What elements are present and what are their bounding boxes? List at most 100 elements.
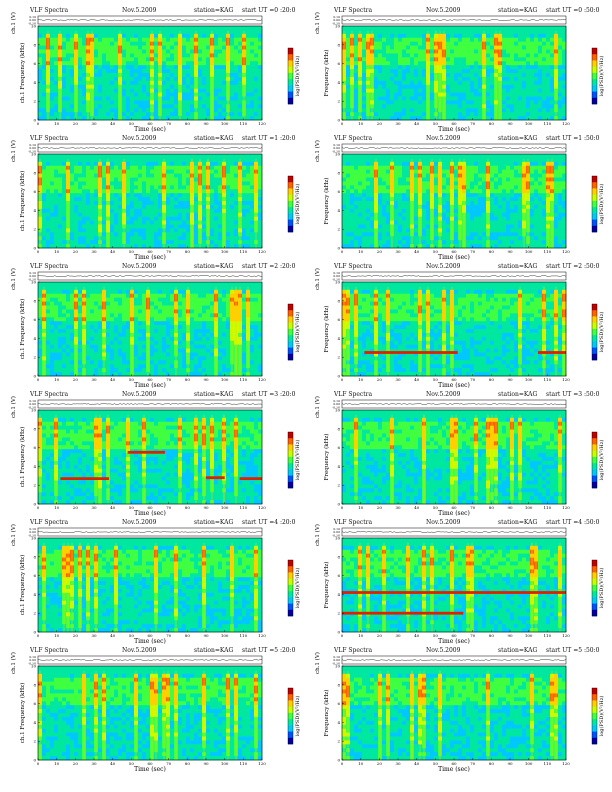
x-tick-label: 30 xyxy=(395,249,401,254)
colorbar-segment xyxy=(592,566,597,573)
spectrogram-panel: VLF Spectra Nov.5.2009 station=KAG start UT… xyxy=(314,6,612,136)
x-tick-label: 60 xyxy=(147,633,153,638)
y-tick-label: 4 xyxy=(337,80,340,85)
y-tick-label: 10 xyxy=(31,24,37,29)
y-tick-label: 8 xyxy=(337,426,340,431)
narrowband-emission xyxy=(127,450,165,454)
colorbar-segment xyxy=(288,225,293,233)
colorbar-segment xyxy=(288,719,293,726)
panel-date: Nov.5.2009 xyxy=(426,391,461,398)
waveform-tick-label: 0.10 xyxy=(29,399,36,403)
waveform-tick-label: 0.00 xyxy=(29,402,36,406)
colorbar-segment xyxy=(592,54,597,61)
panel-start-time: start UT =5 :50:0 xyxy=(546,647,600,654)
x-axis-label: Time (sec) xyxy=(134,766,166,773)
spectrogram-panel: VLF Spectra Nov.5.2009 station=KAG start UT… xyxy=(10,518,310,648)
x-tick-label: 110 xyxy=(544,121,552,126)
colorbar-segment xyxy=(288,469,293,476)
y-tick-label: 6 xyxy=(337,701,340,706)
waveform-ylabel: ch.1 (V) xyxy=(314,268,321,290)
colorbar-segment xyxy=(592,328,597,336)
y-tick-label: 6 xyxy=(337,61,340,66)
waveform-tick-label: -0.10 xyxy=(332,661,340,665)
colorbar-segment xyxy=(592,79,597,86)
waveform-tick-label: 0.00 xyxy=(333,18,340,22)
waveform-tick-label: 0.00 xyxy=(29,146,36,150)
y-tick-label: 0 xyxy=(337,246,340,251)
spectrogram-panel: VLF Spectra Nov.5.2009 station=KAG start UT… xyxy=(10,390,310,520)
y-axis-label: ch.1 Frequency (kHz) xyxy=(19,555,26,615)
colorbar-segment xyxy=(592,737,597,745)
waveform-tick-label: -0.10 xyxy=(332,533,340,537)
spectrogram-cells xyxy=(342,154,567,249)
colorbar-segment xyxy=(592,304,597,311)
x-tick-label: 120 xyxy=(562,249,570,254)
waveform-tick-label: -0.10 xyxy=(332,405,340,409)
y-tick-label: 2 xyxy=(337,611,340,616)
x-tick-label: 60 xyxy=(451,761,457,766)
waveform-tick-label: 0.10 xyxy=(29,271,36,275)
x-tick-label: 30 xyxy=(91,121,97,126)
waveform-tick-label: 0.10 xyxy=(29,143,36,147)
x-tick-label: 50 xyxy=(129,249,135,254)
x-tick-label: 10 xyxy=(358,249,364,254)
panel-date: Nov.5.2009 xyxy=(426,263,461,270)
waveform-tick-label: 0.10 xyxy=(29,15,36,19)
y-tick-label: 4 xyxy=(33,464,36,469)
y-tick-label: 2 xyxy=(337,739,340,744)
x-tick-label: 80 xyxy=(185,249,191,254)
y-tick-label: 4 xyxy=(33,208,36,213)
y-tick-label: 0 xyxy=(337,502,340,507)
spectrogram-panel: VLF Spectra Nov.5.2009 station=KAG start UT… xyxy=(10,6,310,136)
colorbar-segment xyxy=(592,194,597,202)
x-tick-label: 80 xyxy=(185,761,191,766)
colorbar-label: log(PSD)(V²/Hz) xyxy=(598,440,605,481)
narrowband-emission xyxy=(60,477,109,481)
colorbar-frame xyxy=(287,175,294,233)
colorbar-segment xyxy=(288,48,293,55)
y-tick-label: 8 xyxy=(33,42,36,47)
x-tick-label: 20 xyxy=(73,121,79,126)
colorbar-segment xyxy=(288,432,293,439)
y-tick-label: 0 xyxy=(33,502,36,507)
x-tick-label: 120 xyxy=(258,633,266,638)
colorbar-segment xyxy=(288,335,293,342)
x-tick-label: 110 xyxy=(240,377,248,382)
panel-date: Nov.5.2009 xyxy=(122,647,157,654)
y-tick-label: 4 xyxy=(337,208,340,213)
waveform-frame xyxy=(341,143,567,153)
colorbar-segment xyxy=(592,469,597,476)
x-tick-label: 50 xyxy=(129,377,135,382)
x-tick-label: 100 xyxy=(525,761,533,766)
x-tick-label: 50 xyxy=(433,249,439,254)
x-tick-label: 0 xyxy=(37,377,40,382)
y-tick-label: 8 xyxy=(337,682,340,687)
waveform-trace xyxy=(37,19,263,21)
x-tick-label: 10 xyxy=(358,377,364,382)
colorbar-segment xyxy=(288,475,293,483)
colorbar-segment xyxy=(592,85,597,92)
panel-start-time: start UT =4 :20:0 xyxy=(242,519,296,526)
x-tick-label: 20 xyxy=(377,377,383,382)
colorbar-segment xyxy=(592,310,597,317)
y-tick-label: 8 xyxy=(33,170,36,175)
y-tick-label: 10 xyxy=(335,664,341,669)
colorbar-segment xyxy=(592,353,597,361)
y-tick-label: 8 xyxy=(33,298,36,303)
x-axis-label: Time (sec) xyxy=(438,766,470,773)
colorbar-segment xyxy=(288,219,293,227)
x-tick-label: 60 xyxy=(147,377,153,382)
colorbar-segment xyxy=(592,176,597,183)
y-tick-label: 8 xyxy=(337,170,340,175)
colorbar-segment xyxy=(288,341,293,348)
waveform-tick-label: 0.00 xyxy=(333,530,340,534)
x-tick-label: 10 xyxy=(358,121,364,126)
x-tick-label: 80 xyxy=(489,505,495,510)
x-tick-label: 120 xyxy=(562,633,570,638)
colorbar-frame xyxy=(591,47,598,105)
y-tick-label: 2 xyxy=(33,227,36,232)
narrowband-emission xyxy=(342,591,566,594)
